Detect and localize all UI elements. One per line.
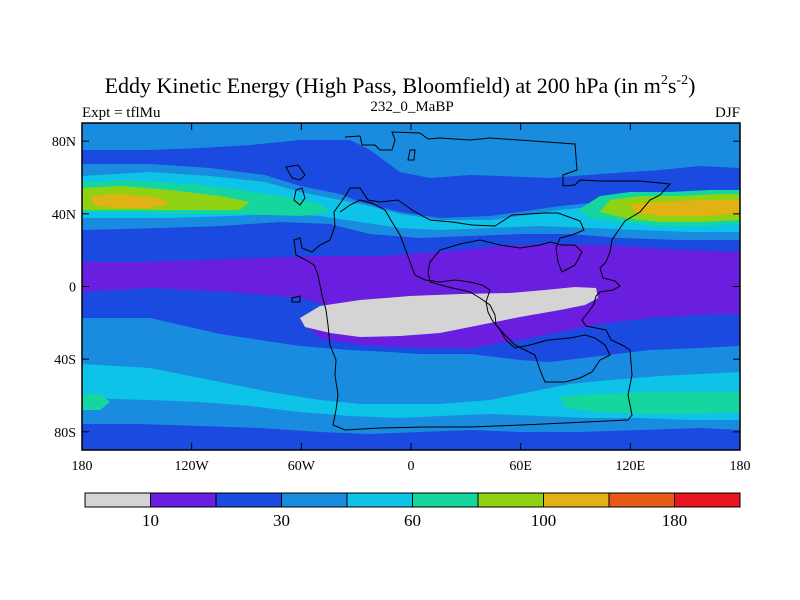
y-axis: 80N 40N 0 40S 80S — [52, 135, 740, 441]
colorbar-label: 180 — [662, 511, 688, 530]
below-10-region — [300, 287, 598, 337]
x-tick-label: 60E — [509, 459, 532, 474]
colorbar-swatch — [150, 492, 217, 508]
colorbar-label: 10 — [142, 511, 159, 530]
y-tick-label: 0 — [69, 281, 76, 296]
map-plot-area — [82, 123, 740, 450]
colorbar-swatch — [215, 492, 282, 508]
left-label: Expt = tflMu — [82, 105, 161, 121]
colorbar-swatch — [281, 492, 348, 508]
y-tick-label: 80N — [52, 135, 76, 150]
x-tick-label: 180 — [730, 459, 751, 474]
x-tick-label: 0 — [408, 459, 415, 474]
coastline — [285, 131, 672, 431]
y-tick-label: 40S — [54, 353, 76, 368]
chart-title: Eddy Kinetic Energy (High Pass, Bloomfie… — [105, 73, 696, 98]
contour-60-80-region-3 — [560, 392, 740, 414]
contour-fill-layers — [82, 123, 740, 450]
x-tick-label: 120W — [175, 459, 210, 474]
y-tick-label: 80S — [54, 426, 76, 441]
colorbar-swatch — [346, 492, 413, 508]
x-tick-label: 180 — [72, 459, 93, 474]
colorbar-label: 60 — [404, 511, 421, 530]
colorbar-swatch — [543, 492, 610, 508]
x-tick-label: 120E — [616, 459, 646, 474]
y-tick-label: 40N — [52, 208, 76, 223]
colorbar-swatch — [608, 492, 675, 508]
colorbar-swatch — [674, 492, 741, 508]
colorbar-swatch — [84, 492, 151, 508]
right-label: DJF — [715, 105, 740, 121]
x-tick-label: 60W — [288, 459, 316, 474]
colorbar-swatch — [477, 492, 544, 508]
contour-100-140-region-1 — [90, 194, 170, 208]
colorbar-label: 30 — [273, 511, 290, 530]
contour-level-7 — [90, 194, 740, 216]
colorbar: 10 30 60 100 180 — [84, 492, 741, 530]
contour-45-60-region-1 — [82, 172, 740, 232]
x-axis: 180 120W 60W 0 60E 120E 180 — [72, 123, 751, 474]
contour-60-80-region-4 — [82, 394, 110, 410]
center-label: 232_0_MaBP — [370, 99, 453, 115]
contour-100-140-region-2 — [630, 200, 740, 216]
colorbar-label: 100 — [531, 511, 557, 530]
colorbar-swatch — [412, 492, 479, 508]
